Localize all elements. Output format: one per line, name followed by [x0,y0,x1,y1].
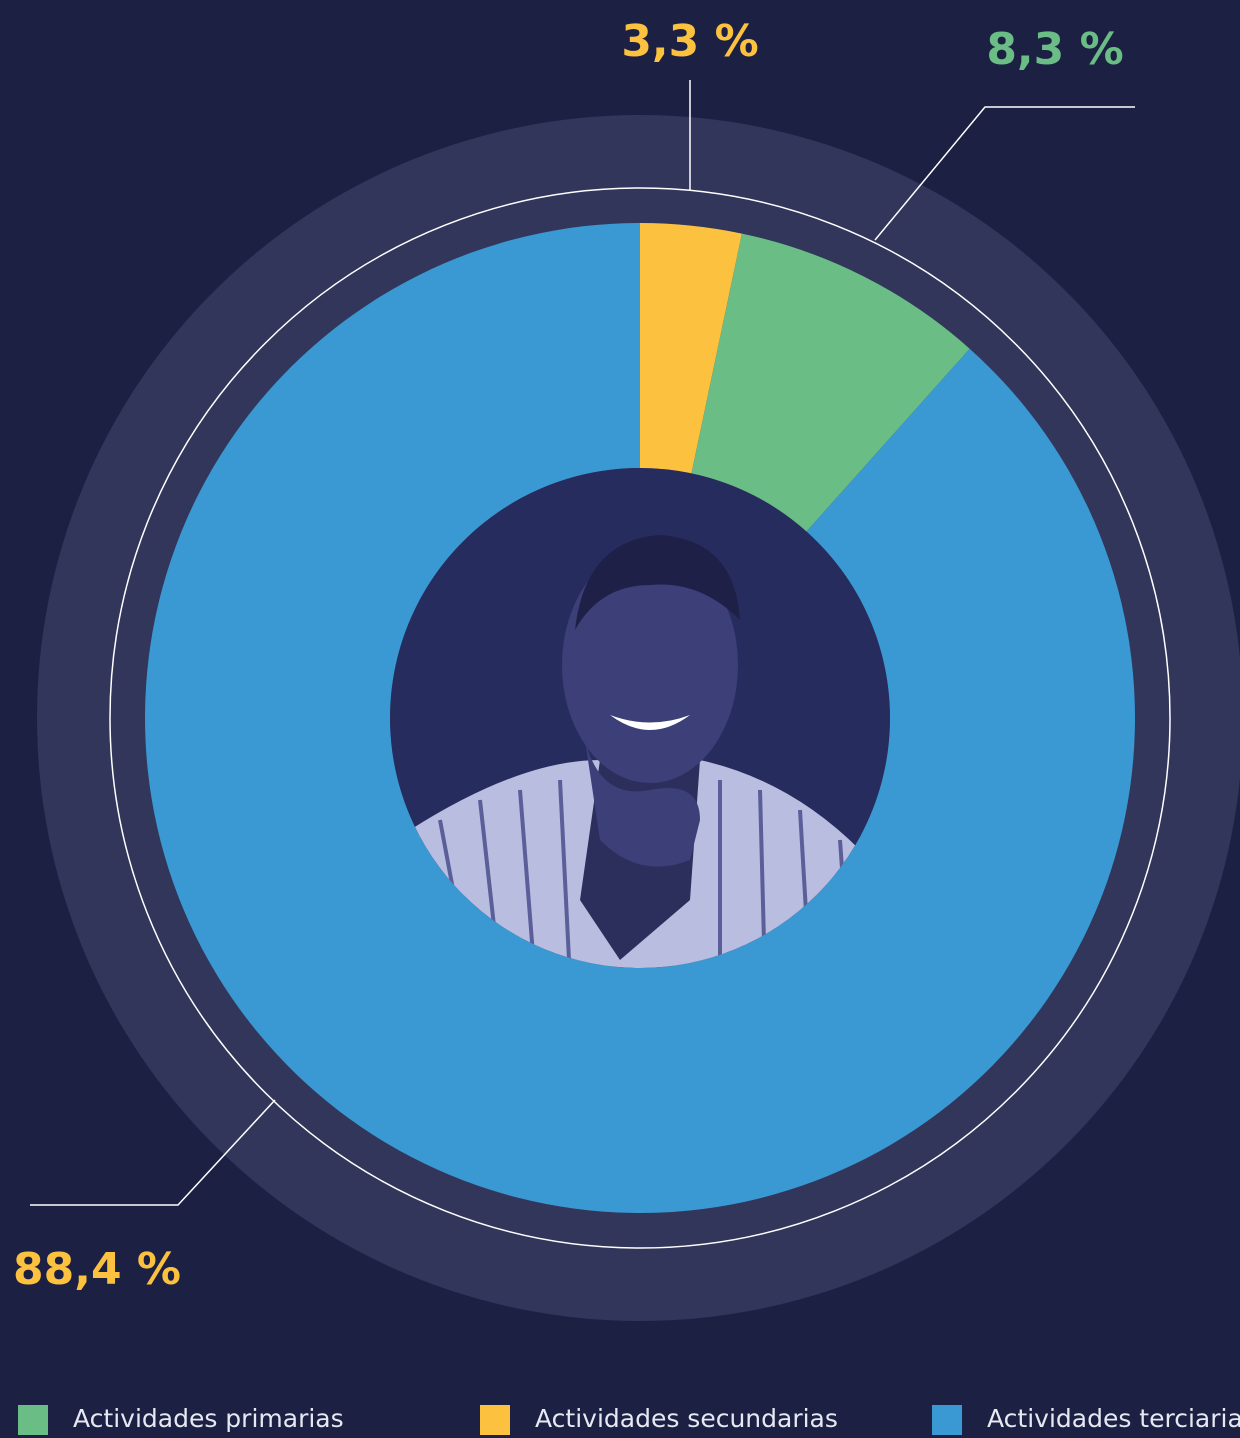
legend-swatch [932,1405,962,1435]
legend-swatch [480,1405,510,1435]
value-label: 88,4 % [13,1244,181,1295]
value-label: 8,3 % [986,24,1123,75]
legend-swatch [18,1405,48,1435]
value-label: 3,3 % [621,16,758,67]
legend-label: Actividades primarias [73,1404,344,1433]
chart: 3,3 % 8,3 % 88,4 % Actividades secundarias… [0,0,1240,1438]
legend-label: Actividades terciarias [987,1404,1240,1433]
legend-label: Actividades secundarias [535,1404,838,1433]
legend: Actividades secundarias Actividades prima… [18,1404,1240,1435]
